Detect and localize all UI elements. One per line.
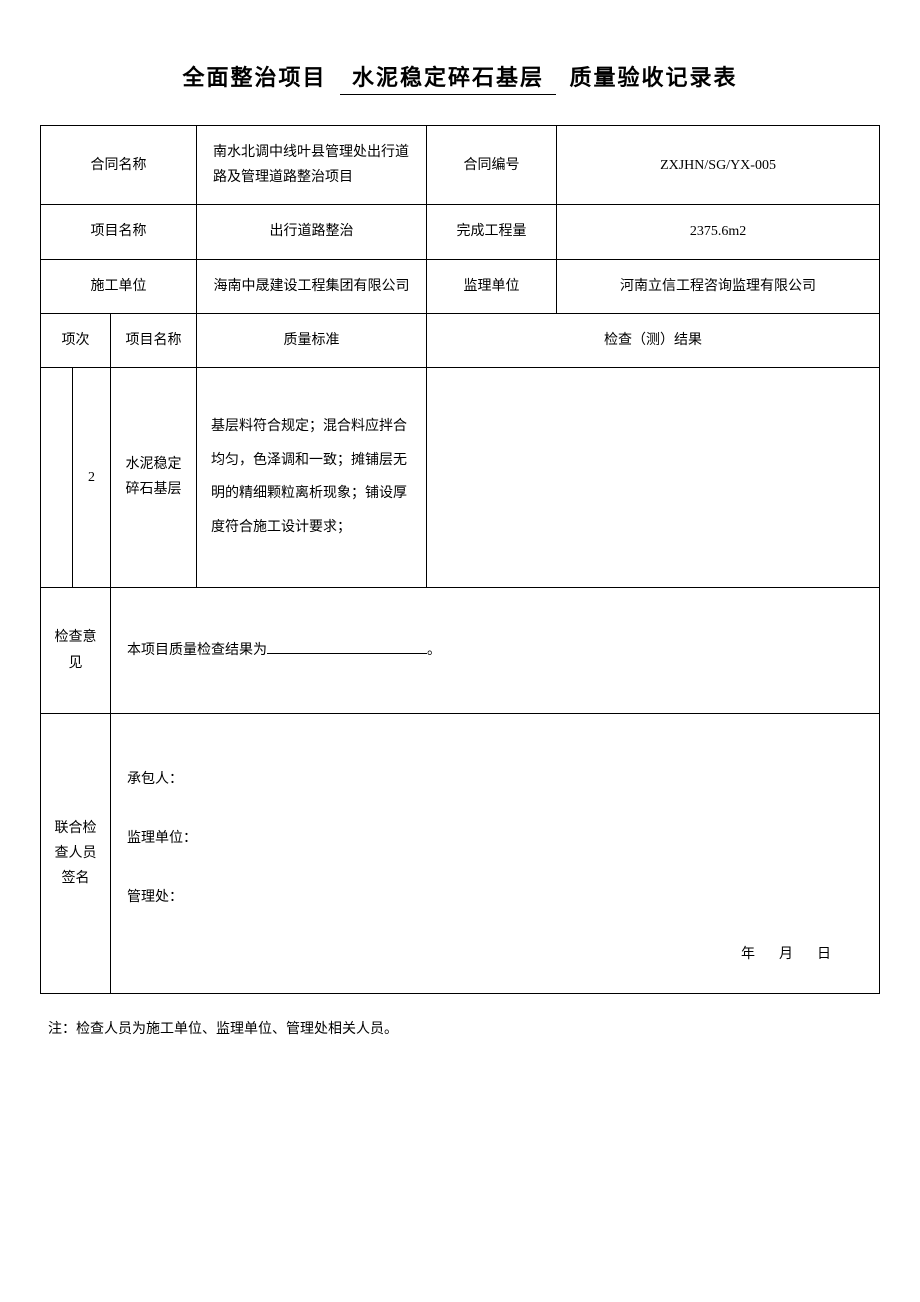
- signatures-cell: 承包人： 监理单位： 管理处： 年月日: [111, 714, 880, 994]
- opinion-prefix: 本项目质量检查结果为: [127, 643, 267, 658]
- col-item-name: 项目名称: [111, 313, 197, 367]
- title-prefix: 全面整治项目: [182, 65, 326, 90]
- project-name-label: 项目名称: [41, 205, 197, 259]
- title-underlined: 水泥稳定碎石基层: [340, 60, 556, 95]
- construction-unit-value: 海南中晟建设工程集团有限公司: [197, 259, 427, 313]
- row-construction-unit: 施工单位 海南中晟建设工程集团有限公司 监理单位 河南立信工程咨询监理有限公司: [41, 259, 880, 313]
- row-item-data: 2 水泥稳定碎石基层 基层料符合规定；混合料应拌合均匀，色泽调和一致；摊铺层无明…: [41, 367, 880, 587]
- item-blank-col: [41, 367, 73, 587]
- date-day: 日: [817, 947, 855, 962]
- item-result: [427, 367, 880, 587]
- date-year: 年: [741, 947, 779, 962]
- sig-management: 管理处：: [127, 883, 863, 914]
- row-opinion: 检查意见 本项目质量检查结果为 。: [41, 587, 880, 713]
- item-name: 水泥稳定碎石基层: [111, 367, 197, 587]
- supervision-unit-label: 监理单位: [427, 259, 557, 313]
- col-check-result: 检查（测）结果: [427, 313, 880, 367]
- contract-no-label: 合同编号: [427, 126, 557, 205]
- row-contract-name: 合同名称 南水北调中线叶县管理处出行道路及管理道路整治项目 合同编号 ZXJHN…: [41, 126, 880, 205]
- record-table: 合同名称 南水北调中线叶县管理处出行道路及管理道路整治项目 合同编号 ZXJHN…: [40, 125, 880, 994]
- sig-date: 年月日: [741, 940, 855, 971]
- row-column-headers: 项次 项目名称 质量标准 检查（测）结果: [41, 313, 880, 367]
- row-project-name: 项目名称 出行道路整治 完成工程量 2375.6m2: [41, 205, 880, 259]
- title-suffix: 质量验收记录表: [570, 65, 738, 90]
- col-quality-std: 质量标准: [197, 313, 427, 367]
- document-title: 全面整治项目 水泥稳定碎石基层 质量验收记录表: [40, 60, 880, 95]
- item-standard: 基层料符合规定；混合料应拌合均匀，色泽调和一致；摊铺层无明的精细颗粒离析现象；铺…: [197, 367, 427, 587]
- contract-name-label: 合同名称: [41, 126, 197, 205]
- item-no: 2: [73, 367, 111, 587]
- sig-supervisor: 监理单位：: [127, 824, 863, 855]
- contract-name-value: 南水北调中线叶县管理处出行道路及管理道路整治项目: [197, 126, 427, 205]
- opinion-fill-line: [267, 653, 427, 654]
- opinion-label: 检查意见: [41, 587, 111, 713]
- project-name-value: 出行道路整治: [197, 205, 427, 259]
- row-signatures: 联合检查人员签名 承包人： 监理单位： 管理处： 年月日: [41, 714, 880, 994]
- opinion-cell: 本项目质量检查结果为 。: [111, 587, 880, 713]
- opinion-suffix: 。: [427, 643, 441, 658]
- signatures-label: 联合检查人员签名: [41, 714, 111, 994]
- footnote: 注：检查人员为施工单位、监理单位、管理处相关人员。: [40, 1018, 880, 1038]
- completed-qty-value: 2375.6m2: [557, 205, 880, 259]
- date-month: 月: [779, 947, 817, 962]
- supervision-unit-value: 河南立信工程咨询监理有限公司: [557, 259, 880, 313]
- construction-unit-label: 施工单位: [41, 259, 197, 313]
- col-item-no: 项次: [41, 313, 111, 367]
- sig-contractor: 承包人：: [127, 765, 863, 796]
- completed-qty-label: 完成工程量: [427, 205, 557, 259]
- contract-no-value: ZXJHN/SG/YX-005: [557, 126, 880, 205]
